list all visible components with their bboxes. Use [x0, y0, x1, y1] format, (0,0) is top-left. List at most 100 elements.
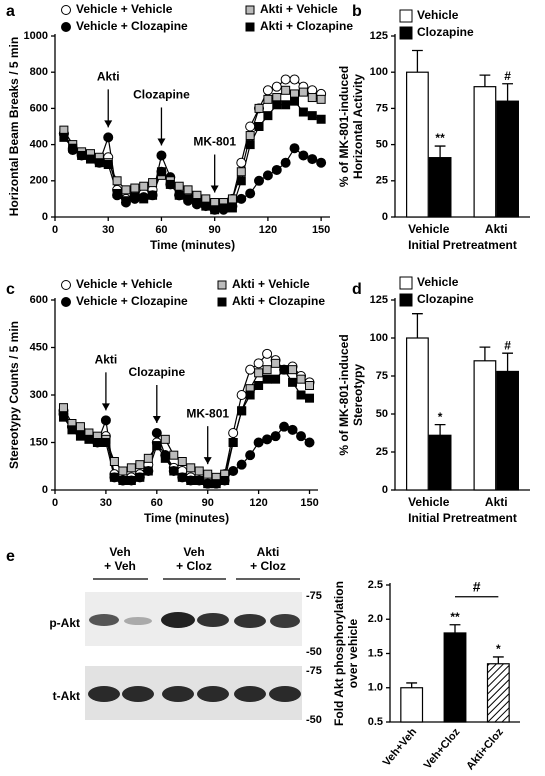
- legend-label: Clozapine: [417, 25, 474, 39]
- significance: #: [504, 69, 511, 83]
- band: [234, 614, 266, 628]
- bar: [496, 100, 519, 218]
- y-tick-label: 1000: [24, 30, 48, 42]
- marker: [262, 434, 273, 445]
- bar: [443, 632, 467, 723]
- marker: [126, 476, 136, 485]
- marker: [139, 194, 149, 204]
- row-label: p-Akt: [49, 616, 80, 630]
- marker: [262, 374, 272, 384]
- x-tick-label: Veh+Cloz: [422, 726, 463, 771]
- x-tick-label: Veh+Veh: [381, 726, 420, 769]
- marker: [143, 453, 153, 463]
- marker: [270, 431, 281, 442]
- x-axis-label: Time (minutes): [144, 511, 229, 525]
- marker: [192, 198, 202, 208]
- error-bar: [479, 346, 491, 361]
- marker: [307, 93, 317, 103]
- y-tick-label: 50: [376, 139, 388, 151]
- marker: [296, 390, 306, 400]
- lane-label: + Veh: [104, 559, 136, 573]
- lane-label: Akti: [257, 545, 280, 559]
- error-bar: [434, 145, 446, 158]
- bar: [406, 337, 429, 491]
- annotation: Akti: [95, 353, 118, 367]
- marker: [160, 453, 170, 463]
- y-tick-label: 75: [376, 102, 388, 114]
- marker: [298, 87, 308, 97]
- marker: [305, 393, 315, 403]
- marker: [290, 96, 300, 106]
- marker: [236, 459, 247, 470]
- annotation-arrowhead: [203, 457, 212, 465]
- y-tick-label: 125: [370, 30, 388, 42]
- marker: [262, 365, 272, 375]
- marker: [67, 425, 77, 435]
- marker: [236, 167, 246, 177]
- marker: [254, 381, 264, 390]
- y-tick-label: 2.5: [368, 579, 383, 591]
- marker: [245, 450, 256, 461]
- y-tick-label: 100: [370, 332, 388, 344]
- marker: [194, 466, 204, 476]
- error-bar: [434, 423, 446, 436]
- marker: [262, 170, 273, 181]
- y-tick-label: 0: [42, 484, 48, 496]
- marker: [288, 365, 298, 375]
- marker: [186, 463, 196, 473]
- y-tick-label: 2.0: [368, 613, 383, 625]
- y-tick-label: 25: [376, 175, 388, 187]
- marker: [263, 94, 273, 104]
- marker: [228, 438, 238, 447]
- panel-label: d: [352, 281, 362, 298]
- annotation-arrowhead: [152, 416, 161, 423]
- x-tick-label: 150: [300, 497, 318, 509]
- significance: *: [496, 642, 501, 656]
- marker: [245, 140, 255, 150]
- marker: [143, 466, 153, 476]
- marker: [289, 74, 300, 85]
- error-bar: [449, 624, 461, 633]
- y-tick-label: 800: [30, 66, 48, 78]
- marker: [112, 188, 122, 198]
- mw-marker: -75: [306, 665, 322, 677]
- marker: [130, 183, 140, 193]
- annotation: MK-801: [193, 135, 236, 149]
- marker: [227, 194, 237, 204]
- marker: [75, 422, 85, 432]
- marker: [254, 368, 264, 378]
- legend-label: Akti + Clozapine: [232, 294, 325, 308]
- significance: **: [450, 610, 460, 624]
- mw-marker: -50: [306, 714, 322, 726]
- legend-label: Clozapine: [417, 292, 474, 306]
- bar: [428, 157, 452, 218]
- annotation-arrowhead: [104, 120, 113, 128]
- y-tick-label: 0.5: [368, 716, 383, 728]
- error-bar: [412, 313, 423, 338]
- x-tick-label: Vehicle: [408, 495, 450, 509]
- marker: [156, 167, 166, 177]
- marker: [217, 297, 227, 307]
- band: [269, 686, 301, 702]
- marker: [217, 280, 227, 290]
- y-tick-label: 300: [30, 389, 48, 401]
- marker: [254, 175, 265, 186]
- panel-label: a: [6, 3, 15, 20]
- marker: [121, 196, 131, 206]
- error-bar: [406, 682, 418, 688]
- marker: [296, 374, 306, 384]
- legend-swatch: [399, 276, 413, 290]
- marker: [85, 154, 95, 164]
- marker: [194, 476, 204, 485]
- marker: [100, 415, 111, 426]
- marker: [272, 100, 282, 110]
- y-axis-label: Fold Akt phosphorylation: [332, 581, 346, 726]
- marker: [177, 472, 187, 482]
- marker: [58, 412, 68, 422]
- marker: [236, 193, 247, 204]
- y-axis-label: % of MK-801-induced: [337, 334, 351, 455]
- annotation: Akti: [97, 70, 120, 84]
- marker: [236, 176, 246, 186]
- y-tick-label: 200: [30, 175, 48, 187]
- marker: [126, 463, 136, 473]
